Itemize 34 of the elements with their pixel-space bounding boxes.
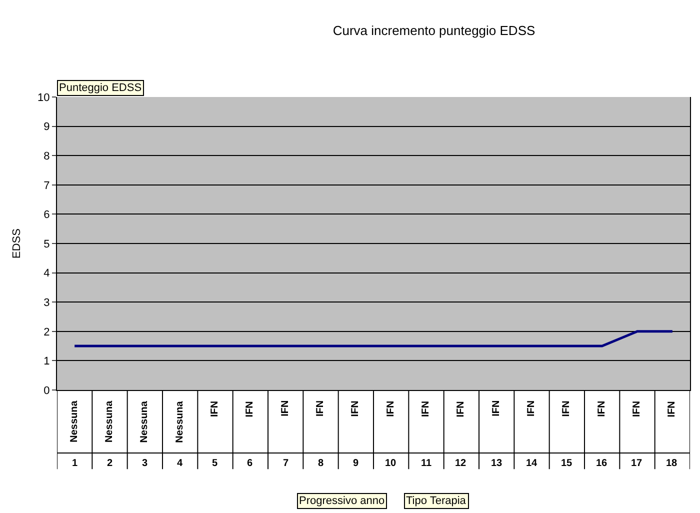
category-label: IFN 9 bbox=[350, 400, 362, 469]
category-label: Nessuna 1 bbox=[68, 400, 80, 469]
text: Progressivo anno bbox=[299, 495, 385, 507]
y-tick-label: 4 bbox=[44, 268, 50, 280]
y-tick-label: 3 bbox=[44, 296, 50, 309]
category-label: IFN 18 bbox=[666, 401, 678, 469]
y-tick-label: 9 bbox=[44, 121, 50, 134]
category-label: Nessuna 2 bbox=[104, 400, 115, 469]
category-label: IFN 12 bbox=[455, 401, 467, 469]
y-tick-label: 10 bbox=[38, 92, 50, 104]
y-tick-label: 5 bbox=[44, 238, 50, 250]
category-label: IFN 7 bbox=[280, 400, 291, 469]
y-tick-label: 1 bbox=[44, 356, 50, 368]
text: Punteggio EDSS bbox=[59, 82, 142, 94]
y-tick-label: 6 bbox=[44, 209, 50, 222]
chart-title: Curva incremento punteggio EDSS bbox=[332, 22, 536, 38]
text: Tipo Terapia bbox=[406, 495, 467, 507]
category-label: Nessuna 4 bbox=[174, 401, 186, 469]
y-tick-label: 8 bbox=[44, 150, 50, 162]
category-label: IFN 11 bbox=[420, 400, 432, 469]
category-label: Nessuna 3 bbox=[139, 401, 150, 469]
category-label: IFN 17 bbox=[631, 400, 642, 469]
y-axis-title: EDSS bbox=[11, 228, 24, 258]
y-tick-label: 0 bbox=[44, 384, 50, 397]
category-label: IFN 13 bbox=[490, 400, 502, 469]
category-label: IFN 10 bbox=[385, 400, 396, 469]
category-label: IFN 14 bbox=[526, 400, 538, 469]
category-label: IFN 5 bbox=[209, 400, 220, 469]
y-tick-label: 7 bbox=[44, 180, 50, 192]
y-tick-label: 2 bbox=[44, 326, 50, 338]
category-label: IFN 16 bbox=[596, 400, 608, 469]
category-label: IFN 6 bbox=[244, 401, 256, 469]
category-label: IFN 8 bbox=[314, 400, 326, 469]
category-label: IFN 15 bbox=[561, 400, 572, 469]
